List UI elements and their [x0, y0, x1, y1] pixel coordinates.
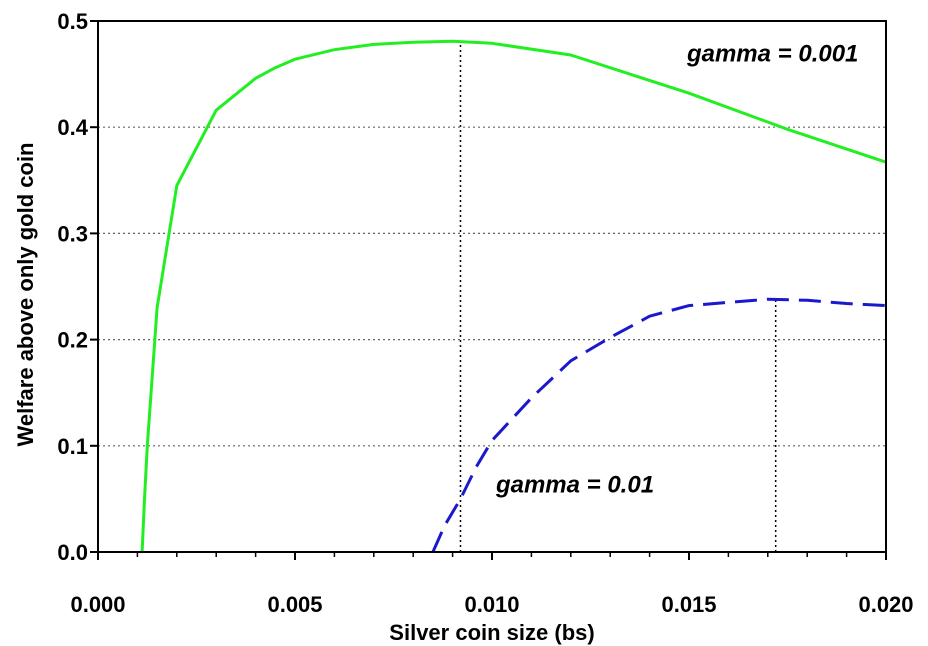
x-tick-label: 0.005: [267, 592, 322, 617]
plot-frame: [97, 20, 887, 553]
x-tick-label: 0.015: [661, 592, 716, 617]
reference-lines: [459, 41, 777, 552]
x-tick-label: 0.000: [70, 592, 125, 617]
y-tick-label: 0.4: [57, 115, 88, 140]
series-line-1: [140, 39, 887, 553]
series-annotation: gamma = 0.01: [495, 472, 654, 499]
y-tick-label: 0.5: [57, 9, 88, 34]
y-tick-label: 0.3: [57, 221, 88, 246]
annotations: gamma = 0.001 gamma = 0.01: [495, 40, 858, 498]
grid-lines: [98, 126, 886, 447]
x-tick-label: 0.020: [858, 592, 913, 617]
series-annotation: gamma = 0.001: [686, 40, 858, 67]
y-tick-label: 0.1: [57, 434, 88, 459]
series-line-2: [431, 297, 887, 553]
y-axis-label: Welfare above only gold coin: [13, 143, 38, 447]
x-axis-label: Silver coin size (bs): [389, 620, 594, 645]
series-lines: [140, 39, 887, 553]
x-tick-label: 0.010: [464, 592, 519, 617]
y-axis-ticks: 0.0 0.1 0.2 0.3 0.4 0.5: [57, 9, 98, 565]
y-tick-label: 0.2: [57, 328, 88, 353]
x-axis-ticks: 0.000 0.005 0.010 0.015 0.020: [70, 552, 914, 617]
y-tick-label: 0.0: [57, 540, 88, 565]
